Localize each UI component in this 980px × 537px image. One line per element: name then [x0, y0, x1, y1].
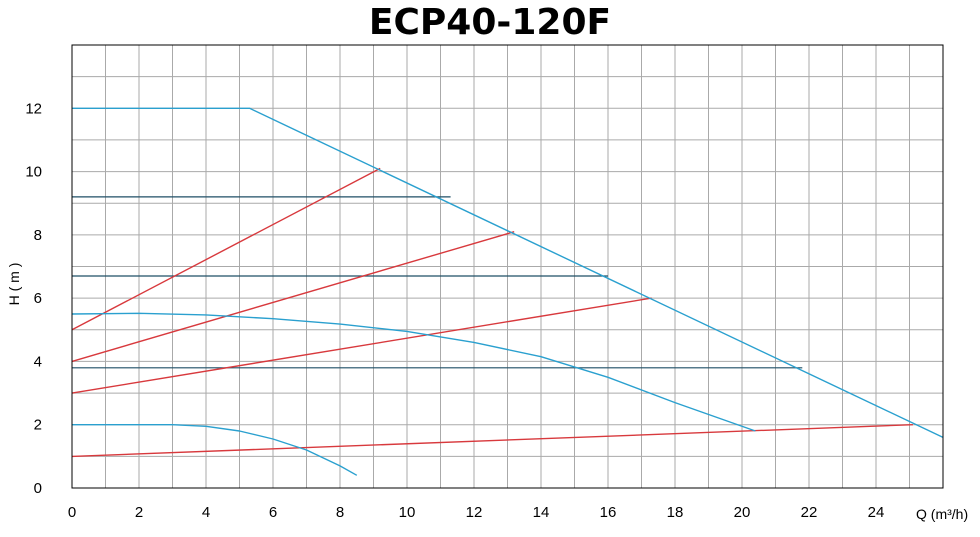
- pump-curve-line: [71, 312, 756, 432]
- y-tick-label: 10: [25, 164, 42, 181]
- x-axis-label: Q (m³/h): [916, 506, 968, 522]
- series-layer: [71, 107, 944, 476]
- x-tick-label: 4: [202, 504, 210, 521]
- system-curve-line: [71, 424, 913, 458]
- y-axis-label: H ( m ): [6, 263, 22, 306]
- plot-frame: [71, 44, 944, 489]
- y-tick-label: 8: [34, 227, 42, 244]
- pump-curve-line: [72, 107, 944, 439]
- x-tick-label: 18: [667, 504, 684, 521]
- x-tick-label: 24: [868, 504, 885, 521]
- x-tick-label: 14: [533, 504, 550, 521]
- x-tick-label: 22: [801, 504, 818, 521]
- y-tick-label: 0: [34, 480, 42, 497]
- x-tick-label: 16: [600, 504, 617, 521]
- y-tick-label: 2: [34, 417, 42, 434]
- grid: [72, 45, 943, 488]
- system-curve-line: [71, 231, 515, 363]
- pump-curve-line: [72, 424, 358, 476]
- x-tick-label: 20: [734, 504, 751, 521]
- x-tick-label: 12: [466, 504, 483, 521]
- x-tick-label: 6: [269, 504, 277, 521]
- chart-title: ECP40-120F: [368, 2, 612, 43]
- y-tick-label: 4: [34, 353, 42, 370]
- x-tick-label: 8: [336, 504, 344, 521]
- x-tick-label: 10: [399, 504, 416, 521]
- system-curve-line: [71, 167, 381, 331]
- y-tick-label: 6: [34, 290, 42, 307]
- x-tick-label: 2: [135, 504, 143, 521]
- system-curve-line: [71, 297, 652, 394]
- x-tick-label: 0: [68, 504, 76, 521]
- y-tick-label: 12: [25, 100, 42, 117]
